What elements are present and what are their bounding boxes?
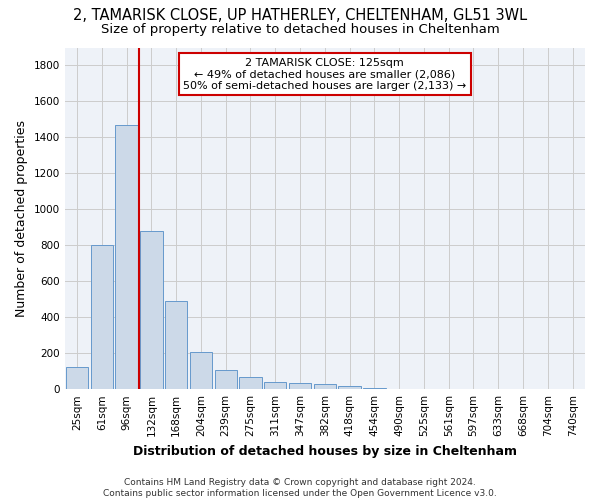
Text: 2, TAMARISK CLOSE, UP HATHERLEY, CHELTENHAM, GL51 3WL: 2, TAMARISK CLOSE, UP HATHERLEY, CHELTEN…: [73, 8, 527, 22]
Bar: [140, 231, 163, 389]
Bar: [314, 384, 336, 389]
Bar: [190, 352, 212, 389]
Bar: [363, 388, 386, 389]
X-axis label: Distribution of detached houses by size in Cheltenham: Distribution of detached houses by size …: [133, 444, 517, 458]
Y-axis label: Number of detached properties: Number of detached properties: [15, 120, 28, 317]
Bar: [338, 386, 361, 389]
Bar: [239, 378, 262, 389]
Bar: [264, 382, 286, 389]
Bar: [115, 125, 138, 389]
Text: Size of property relative to detached houses in Cheltenham: Size of property relative to detached ho…: [101, 22, 499, 36]
Bar: [66, 366, 88, 389]
Bar: [215, 370, 237, 389]
Bar: [289, 383, 311, 389]
Bar: [91, 246, 113, 389]
Text: Contains HM Land Registry data © Crown copyright and database right 2024.
Contai: Contains HM Land Registry data © Crown c…: [103, 478, 497, 498]
Bar: [165, 301, 187, 389]
Text: 2 TAMARISK CLOSE: 125sqm
← 49% of detached houses are smaller (2,086)
50% of sem: 2 TAMARISK CLOSE: 125sqm ← 49% of detach…: [183, 58, 466, 91]
